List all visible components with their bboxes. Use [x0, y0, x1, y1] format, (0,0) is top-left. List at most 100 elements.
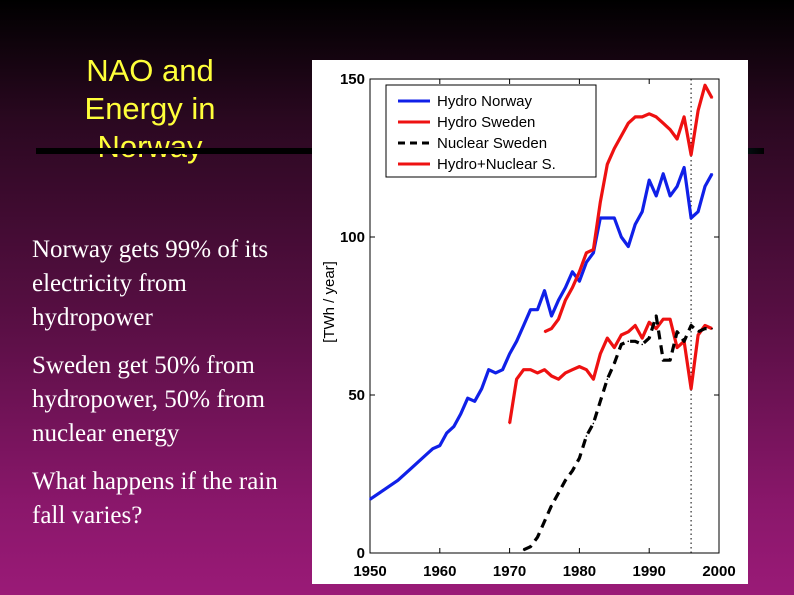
data-point [620, 135, 623, 137]
data-point [613, 346, 616, 349]
data-point [662, 122, 664, 125]
data-point [432, 447, 434, 450]
data-point [571, 470, 574, 472]
data-point [571, 286, 574, 289]
x-tick-label: 1970 [493, 563, 526, 580]
data-point [669, 128, 671, 131]
data-point [550, 315, 553, 317]
y-tick-label: 50 [348, 387, 365, 404]
series-line-hydro-sweden [508, 317, 713, 424]
data-point [564, 299, 567, 301]
data-point [606, 163, 609, 166]
x-tick-label: 1980 [563, 563, 596, 580]
data-point [676, 346, 678, 349]
data-point [697, 109, 699, 112]
data-point [592, 252, 595, 254]
data-point [599, 217, 602, 219]
data-point [655, 315, 657, 317]
data-point [592, 378, 595, 381]
data-point [648, 321, 650, 324]
series-line-hydro-norway [369, 165, 714, 501]
data-point [704, 185, 706, 188]
data-point [662, 318, 664, 320]
bullet-list: Norway gets 99% of its electricity from … [32, 233, 302, 547]
data-point [606, 378, 609, 381]
data-point [627, 331, 630, 333]
data-point [648, 337, 650, 339]
data-point [529, 368, 532, 371]
data-point [578, 270, 581, 273]
data-point [683, 166, 685, 169]
data-point [557, 378, 560, 381]
data-point [697, 210, 699, 213]
data-point [690, 324, 692, 327]
y-tick-label: 150 [340, 71, 365, 88]
data-point [536, 536, 539, 538]
data-point [627, 340, 630, 343]
x-tick-label: 1950 [353, 563, 386, 580]
data-point [578, 457, 581, 460]
data-point [508, 422, 511, 425]
x-tick-label: 1990 [633, 563, 666, 580]
data-point [536, 372, 539, 374]
data-point [641, 210, 644, 213]
data-point [599, 353, 602, 355]
data-point [585, 435, 588, 437]
data-point [641, 337, 644, 339]
data-point [543, 289, 546, 292]
bullet-item-sweden: Sweden get 50% from hydropower, 50% from… [32, 352, 265, 447]
data-point [383, 489, 385, 491]
data-point [557, 492, 560, 494]
data-point [634, 116, 637, 118]
data-point [676, 138, 678, 140]
data-point [662, 173, 664, 175]
data-point [550, 504, 553, 507]
chart-panel: [TWh / year] 1950 1960 1970 1980 1990 2000 0 50… [312, 60, 748, 584]
data-point [369, 498, 371, 501]
data-point [613, 217, 616, 219]
energy-line-chart: [TWh / year] 1950 1960 1970 1980 1990 2000 0 50… [321, 71, 736, 580]
data-point [543, 520, 546, 523]
data-point [711, 173, 713, 175]
data-point [669, 359, 671, 362]
data-point [669, 318, 671, 320]
data-point [655, 195, 657, 197]
data-point [452, 425, 455, 428]
data-point [620, 343, 623, 346]
data-point [697, 331, 699, 333]
data-point [425, 454, 427, 456]
data-point [606, 337, 609, 339]
plot-frame [369, 78, 720, 554]
data-point [627, 245, 630, 248]
series-line-nuclear-sweden [522, 314, 712, 552]
title-line-3: Norway [97, 129, 203, 164]
data-point [655, 116, 657, 118]
data-point [648, 179, 650, 181]
data-point [522, 368, 525, 371]
data-point [634, 223, 637, 226]
bullet-item-question: What happens if the rain fall varies? [32, 468, 278, 529]
data-point [543, 331, 546, 333]
data-point [655, 327, 657, 330]
data-point [571, 368, 574, 371]
data-point [494, 372, 497, 374]
data-point [641, 116, 644, 118]
data-point [585, 252, 588, 254]
data-point [676, 331, 678, 333]
data-point [543, 368, 546, 371]
data-point [634, 324, 637, 327]
data-point [501, 368, 504, 371]
data-point [704, 84, 706, 87]
data-point [445, 432, 448, 434]
data-point [690, 154, 692, 156]
data-point [585, 261, 588, 264]
data-point [487, 368, 490, 371]
data-point [641, 343, 644, 346]
data-point [683, 116, 685, 118]
data-point [690, 387, 692, 390]
data-point [620, 334, 623, 336]
data-point [711, 97, 713, 99]
data-point [550, 327, 553, 330]
legend-label: Hydro Sweden [437, 114, 535, 131]
data-point [564, 286, 567, 289]
